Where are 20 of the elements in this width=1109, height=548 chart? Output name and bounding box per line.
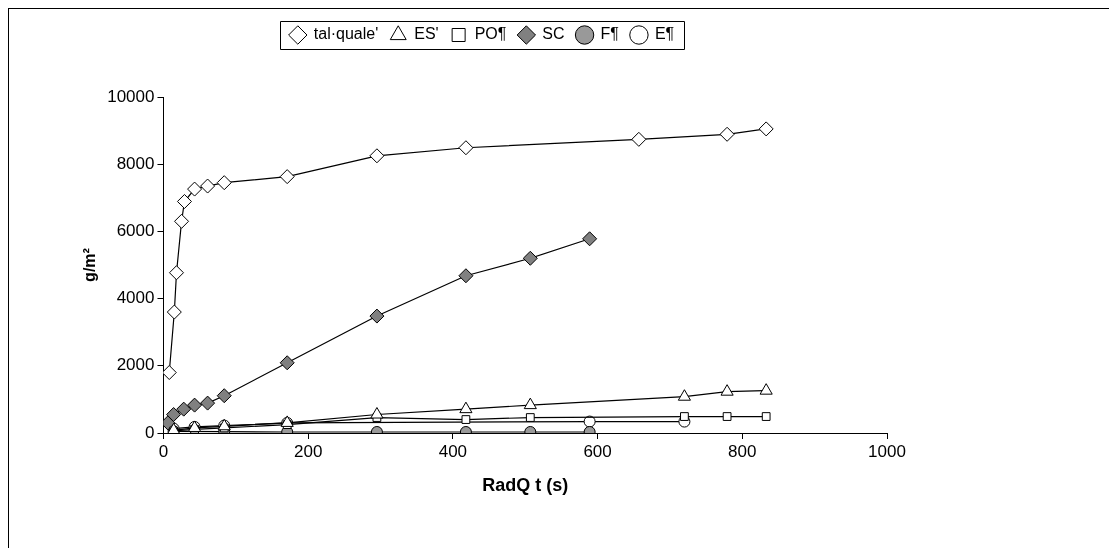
y-axis-title: g/m² xyxy=(81,248,99,282)
legend-label: PO¶ xyxy=(474,25,507,43)
y-tick-label: 6000 xyxy=(116,221,155,241)
x-tick-label: 800 xyxy=(728,441,757,461)
y-tick-label: 0 xyxy=(145,422,155,442)
y-tick-label: 10000 xyxy=(107,86,155,106)
x-tick-label: 600 xyxy=(583,441,612,461)
legend-label: tal·quale' xyxy=(313,25,379,43)
x-axis-title: RadQ t (s) xyxy=(482,475,569,496)
x-tick-label: 0 xyxy=(158,441,169,461)
y-tick-label: 4000 xyxy=(116,288,155,308)
legend-label: ES' xyxy=(414,25,439,43)
x-tick-label: 1000 xyxy=(868,441,906,461)
legend-label: F¶ xyxy=(600,25,619,43)
legend-label: SC xyxy=(542,25,565,43)
legend-label: E¶ xyxy=(654,25,675,43)
y-tick-label: 2000 xyxy=(116,355,155,375)
y-tick-label: 8000 xyxy=(116,153,155,173)
x-tick-label: 200 xyxy=(293,441,323,461)
x-tick-label: 400 xyxy=(438,441,468,461)
